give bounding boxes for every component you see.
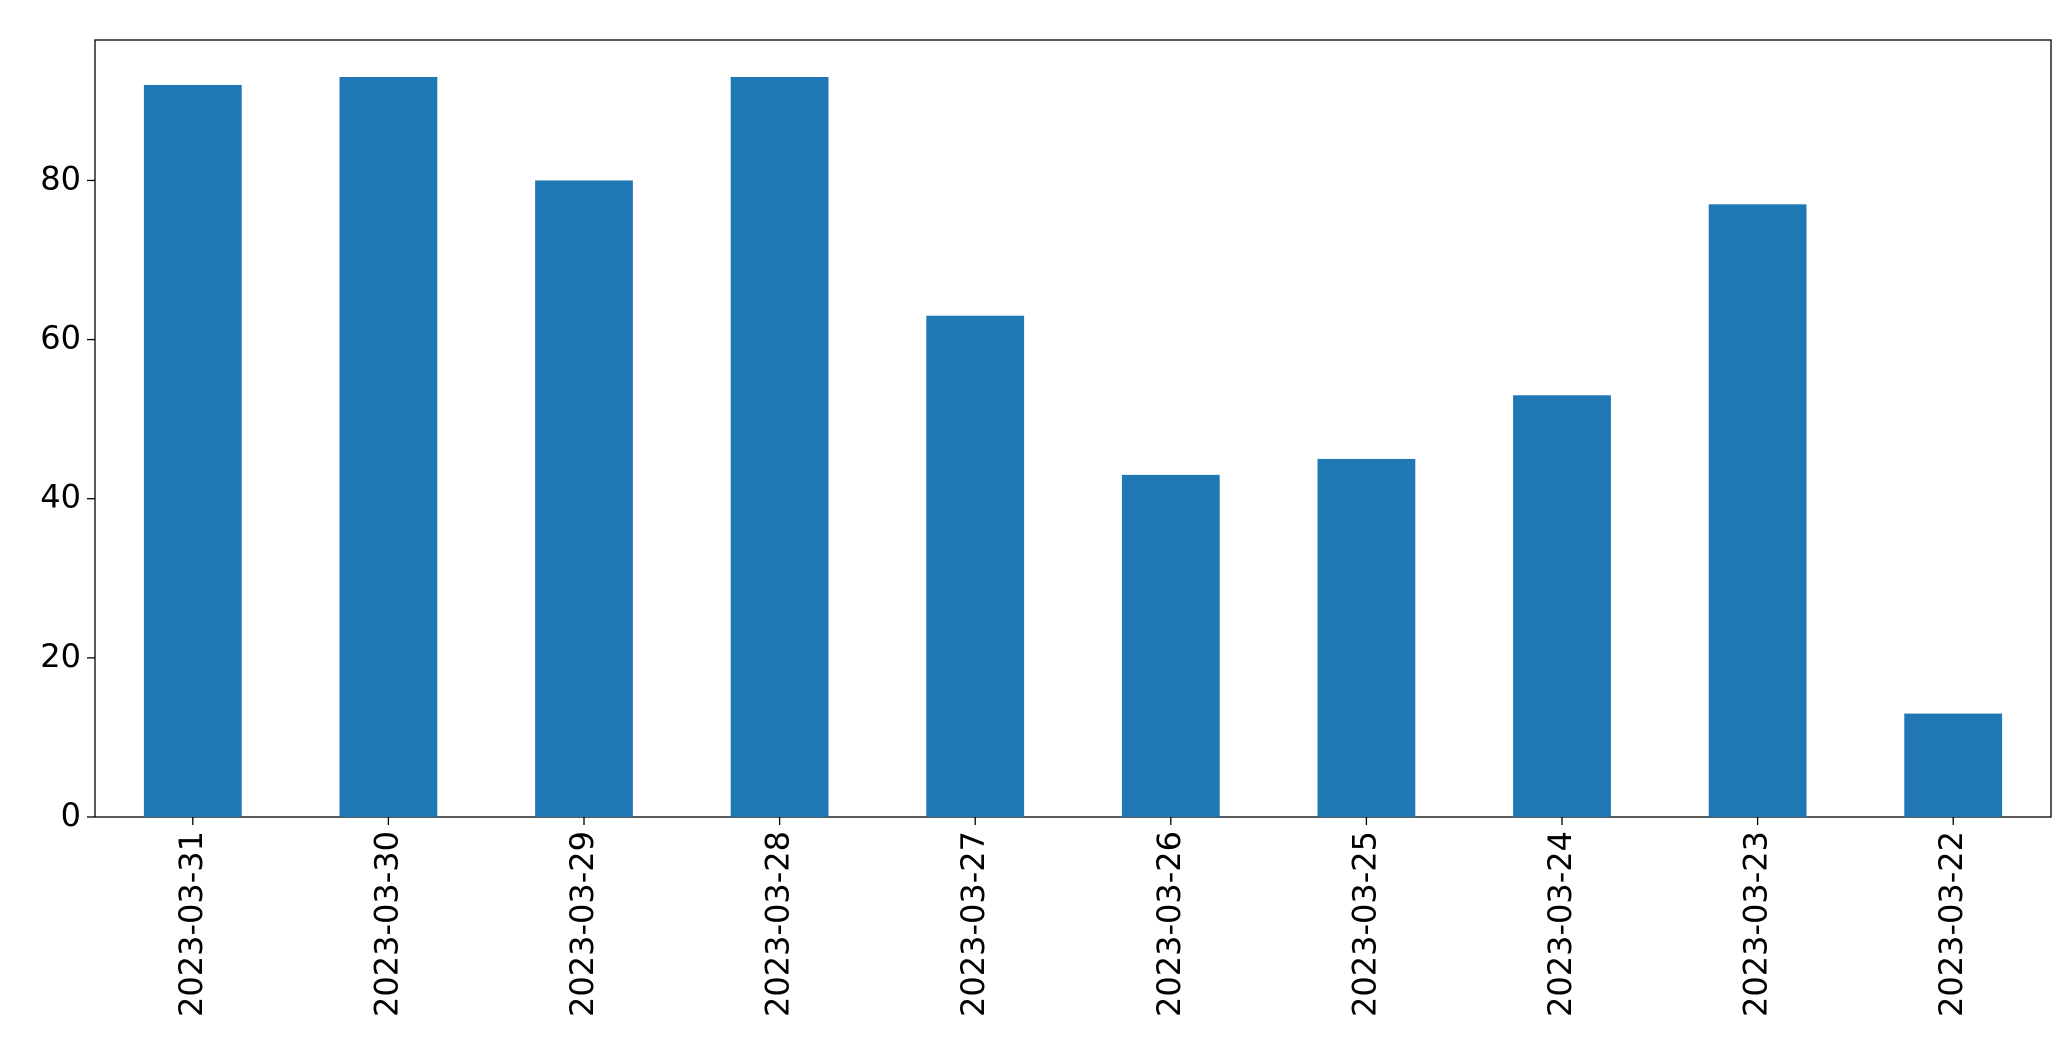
- x-tick-label: 2023-03-30: [367, 831, 405, 1017]
- x-tick-label: 2023-03-27: [954, 831, 992, 1017]
- x-tick-label: 2023-03-24: [1541, 831, 1579, 1017]
- bar: [1708, 204, 1807, 817]
- bar: [1317, 458, 1416, 817]
- x-tick-label: 2023-03-25: [1345, 831, 1383, 1017]
- y-tick-label: 40: [40, 478, 81, 516]
- y-tick-label: 0: [61, 796, 81, 834]
- x-tick-label: 2023-03-28: [759, 831, 797, 1017]
- bar: [143, 84, 242, 818]
- x-tick-label: 2023-03-22: [1932, 831, 1970, 1017]
- x-tick-label: 2023-03-23: [1737, 831, 1775, 1017]
- bar: [339, 77, 438, 817]
- y-tick-label: 60: [40, 319, 81, 357]
- bar: [1904, 713, 2003, 817]
- bar: [1121, 474, 1220, 817]
- bar: [535, 180, 633, 817]
- plot-frame: [94, 39, 2052, 818]
- x-tick-label: 2023-03-26: [1150, 831, 1188, 1017]
- bar: [1513, 395, 1611, 817]
- bar: [730, 77, 829, 817]
- y-tick-label: 20: [40, 637, 81, 675]
- bar: [926, 315, 1025, 817]
- x-tick-label: 2023-03-29: [563, 831, 601, 1017]
- y-tick-label: 80: [40, 159, 81, 197]
- x-tick-label: 2023-03-31: [172, 831, 210, 1017]
